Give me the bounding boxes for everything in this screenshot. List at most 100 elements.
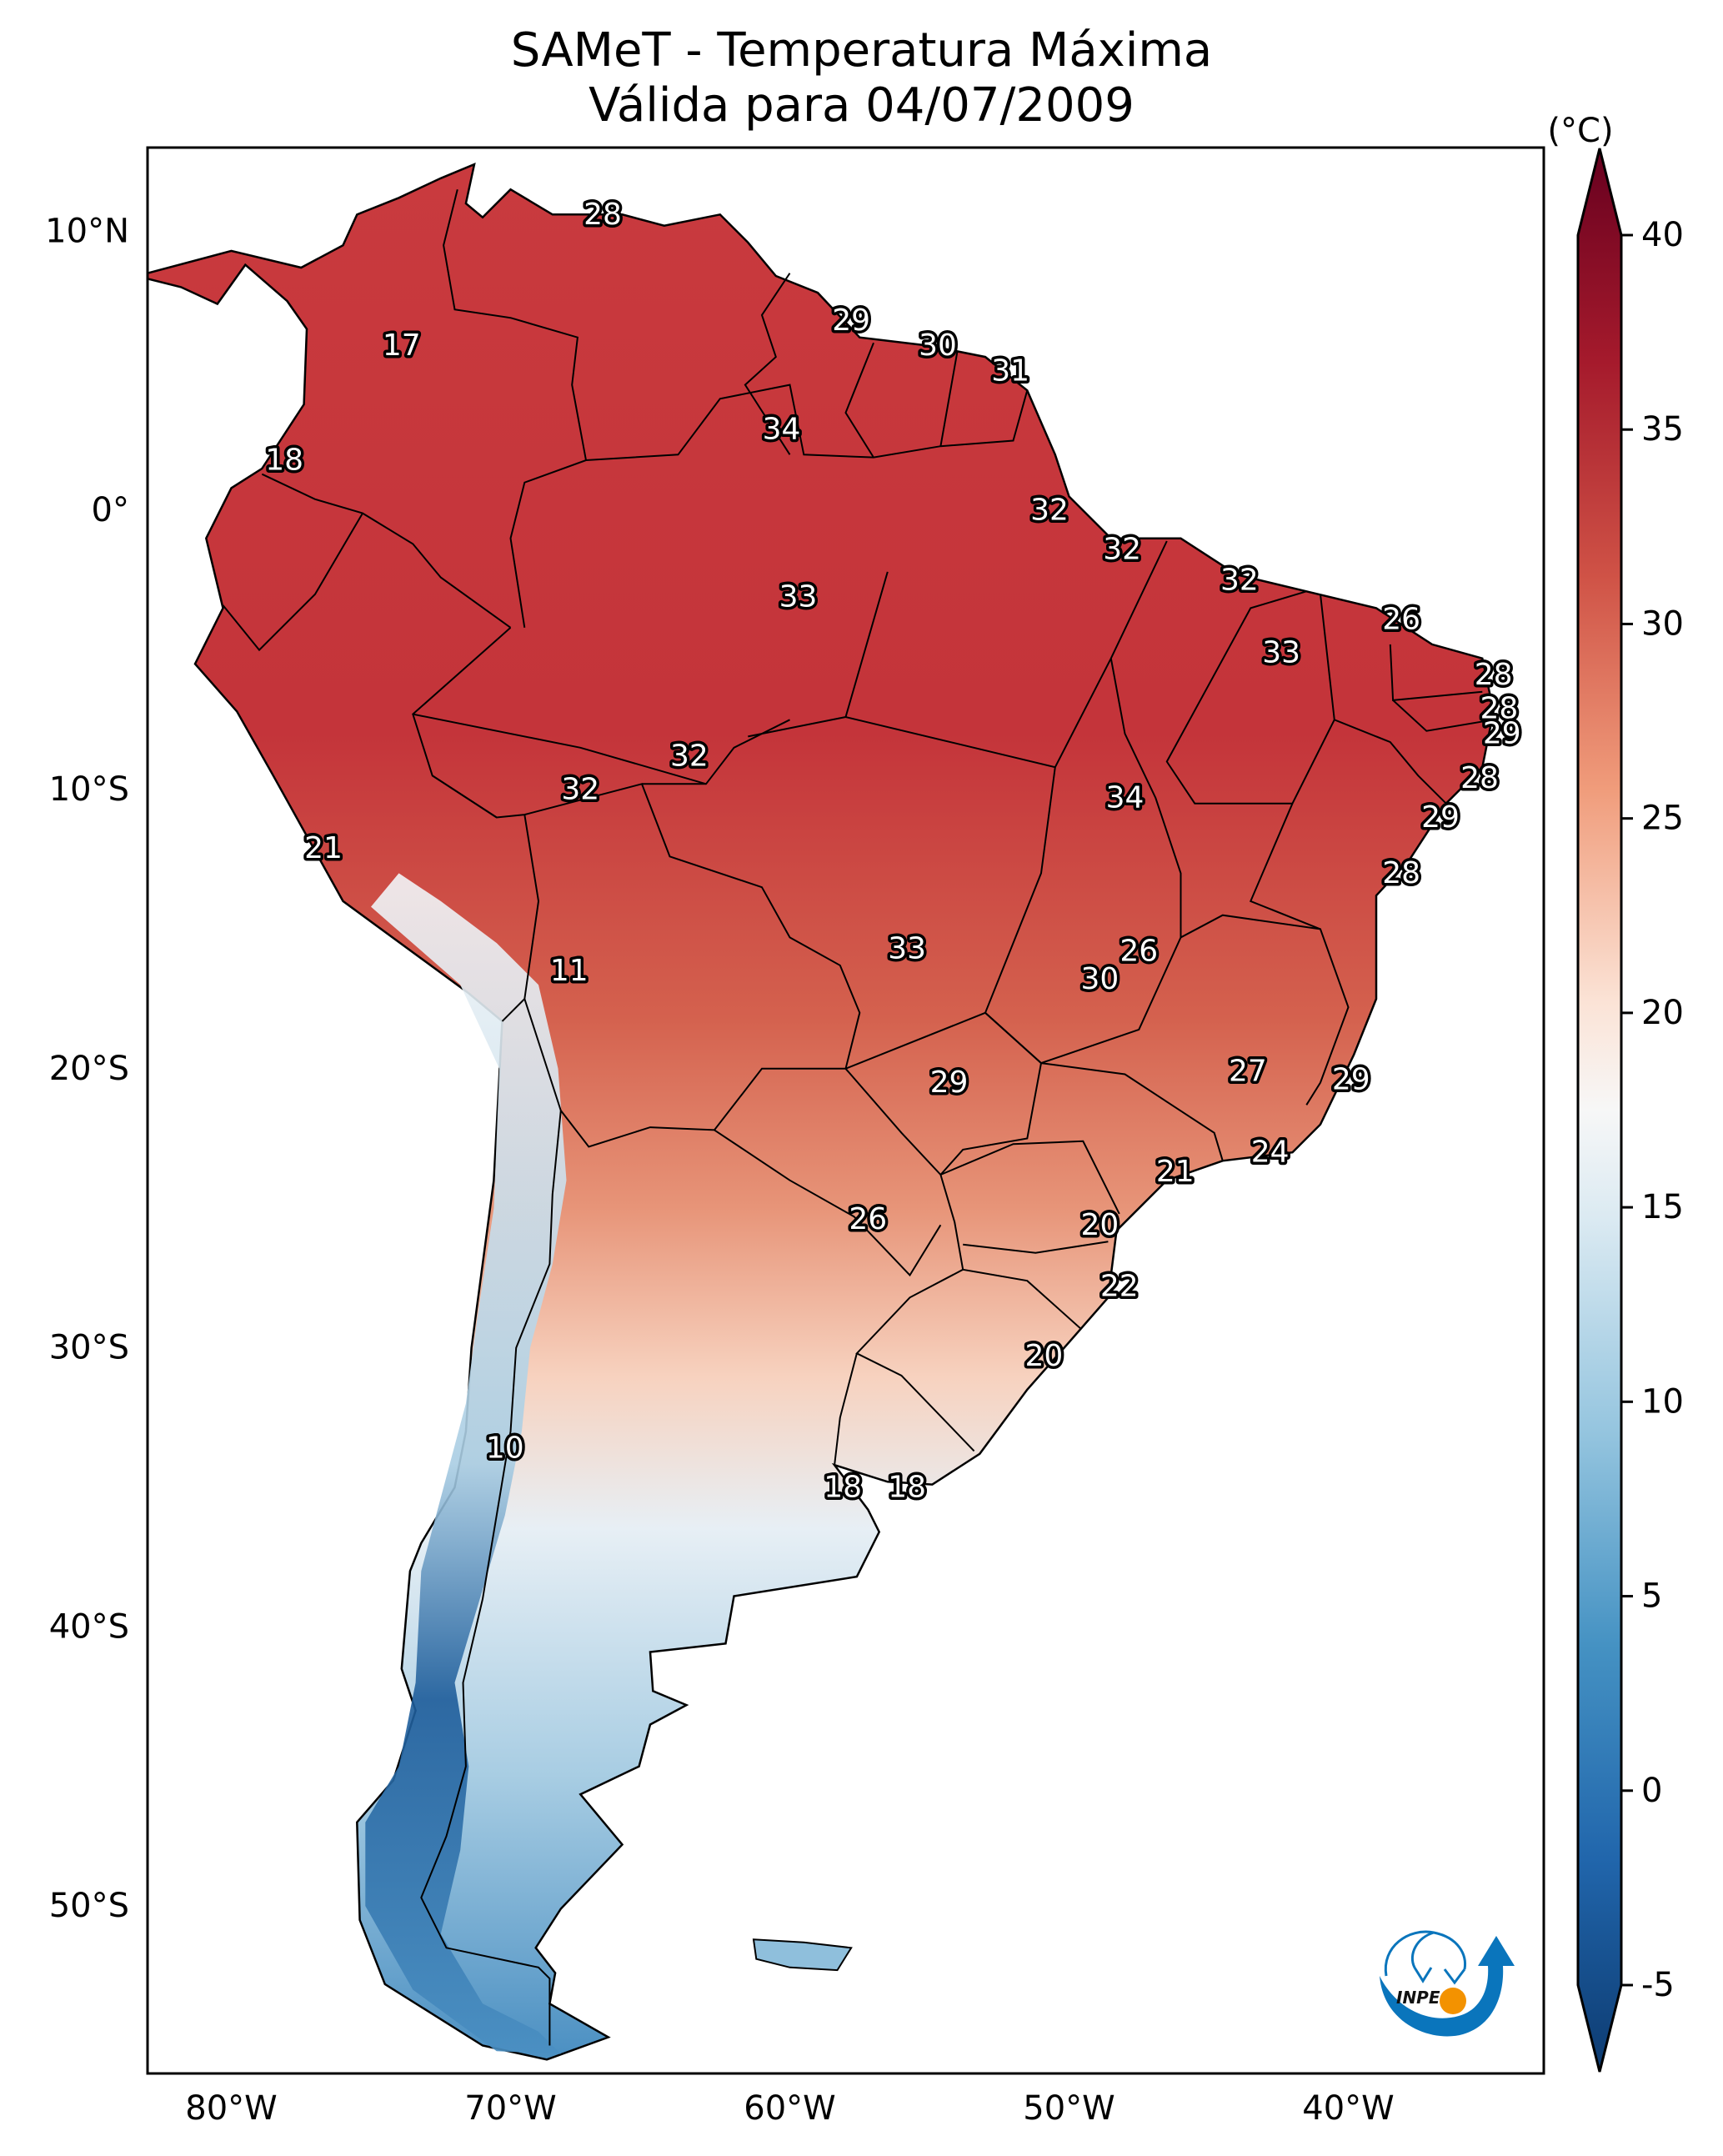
y-tick-label: 10°S: [49, 770, 129, 809]
continent-shape: [148, 163, 1495, 2061]
colorbar-tick-label: 35: [1641, 410, 1684, 449]
border-colombia-venezuela: [443, 188, 587, 461]
br-states-6: [845, 1011, 1043, 1176]
map-frame: [146, 146, 1545, 2075]
br-states-7: [1040, 1062, 1224, 1161]
colorbar-tick-label: 40: [1641, 216, 1684, 254]
colorbar-tick-label: 15: [1641, 1188, 1684, 1226]
temperature-label: 32: [1220, 563, 1259, 597]
br-states-5: [984, 658, 1182, 1065]
temperature-label: 28: [584, 198, 622, 232]
x-tick-label: 80°W: [185, 2089, 277, 2128]
temperature-label: 29: [1332, 1063, 1370, 1097]
inpe-logo: INPE: [1380, 1930, 1515, 2037]
br-states-15: [963, 1241, 1109, 1254]
temperature-label: 29: [1483, 717, 1521, 751]
falkland-islands: [752, 1938, 853, 1972]
andes-cold-band: [365, 873, 567, 2054]
temperature-label: 30: [1080, 962, 1119, 996]
br-states-2: [413, 713, 707, 785]
temperature-label: 24: [1251, 1136, 1290, 1170]
colorbar-ticks: 40 35 30 25 20 15 10 5 0 -5: [1621, 216, 1684, 2004]
temperature-label: 26: [1382, 602, 1420, 636]
logo-sun: [1440, 1988, 1466, 2014]
y-tick-label: 40°S: [49, 1607, 129, 1646]
x-tick-label: 50°W: [1023, 2089, 1114, 2128]
x-tick-label: 40°W: [1302, 2089, 1394, 2128]
temperature-label: 18: [824, 1471, 862, 1505]
border-guyana-suriname: [844, 342, 874, 459]
temperature-label: 32: [1103, 533, 1141, 567]
y-tick-label: 50°S: [49, 1887, 129, 1925]
temperature-label: 28: [1475, 658, 1513, 692]
temperature-label: 33: [779, 580, 818, 614]
temperature-label: 26: [849, 1202, 887, 1236]
x-tick-label: 70°W: [464, 2089, 556, 2128]
temperature-label: 34: [763, 413, 801, 447]
border-paraguay-argentina: [714, 1129, 942, 1277]
colorbar-tick-label: 0: [1641, 1772, 1662, 1810]
x-tick-label: 60°W: [744, 2089, 835, 2128]
logo-swoosh: [1380, 1936, 1515, 2037]
colorbar-tick-label: 5: [1641, 1577, 1662, 1616]
temperature-label: 28: [1460, 761, 1499, 795]
temperature-label: 32: [561, 773, 599, 807]
logo-loop-arrow: [1384, 1930, 1467, 1985]
y-tick-label: 20°S: [49, 1050, 129, 1088]
title-line-2: Válida para 04/07/2009: [589, 78, 1134, 133]
border-peru-bolivia-chile: [501, 814, 540, 1022]
temperature-label: 17: [383, 328, 421, 363]
temperature-label: 28: [1480, 691, 1518, 725]
temperature-label: 31: [991, 353, 1029, 388]
temperature-label: 20: [1024, 1339, 1063, 1373]
temperature-label: 27: [1229, 1055, 1267, 1089]
br-states-10: [1320, 594, 1447, 805]
temperature-label: 33: [1262, 636, 1300, 670]
country-borders: [222, 188, 1494, 2046]
br-states-16: [963, 1268, 1081, 1329]
colorbar-tick-label: 20: [1641, 994, 1684, 1032]
br-brazil-west-2: [432, 775, 498, 819]
br-states-11: [1249, 719, 1335, 930]
temperature-label: 11: [550, 954, 589, 988]
temperature-label: 29: [930, 1065, 969, 1100]
temperature-label: 32: [670, 739, 709, 773]
border-ecuador-peru: [222, 513, 363, 652]
colorbar-units-label: (°C): [1547, 112, 1613, 150]
br-states-13: [1392, 699, 1494, 732]
temperature-label: 28: [1382, 856, 1420, 890]
temperature-label: 21: [1156, 1155, 1195, 1189]
border-chile-argentina: [420, 1110, 562, 2046]
br-states-9: [1165, 590, 1307, 805]
colorbar-tick-label: -5: [1641, 1966, 1675, 2004]
colorbar-tick-label: 25: [1641, 800, 1684, 838]
colorbar-tick-label: 10: [1641, 1382, 1684, 1421]
y-axis-ticks: 10°N 0° 10°S 20°S 30°S 40°S 50°S: [45, 212, 129, 1925]
y-tick-label: 0°: [92, 491, 129, 529]
border-brazil-peru-bolivia: [412, 627, 975, 1452]
y-tick-label: 10°N: [45, 212, 129, 250]
temperature-label: 26: [1119, 935, 1158, 969]
temperature-label: 30: [919, 328, 957, 363]
temperature-label: 29: [832, 303, 870, 338]
br-states-4: [845, 540, 1168, 769]
temperature-label: 29: [1421, 800, 1460, 835]
border-colombia-ecuador-peru: [261, 473, 512, 629]
logo-text: INPE: [1396, 1988, 1440, 2008]
colorbar: 40 35 30 25 20 15 10 5 0 -5 (°C): [1547, 112, 1684, 2073]
temperature-label: 21: [304, 831, 343, 865]
chart-title: SAMeT - Temperatura Máxima Válida para 0…: [0, 23, 1723, 133]
y-tick-label: 30°S: [49, 1329, 129, 1367]
border-venezuela-guyana: [744, 273, 791, 455]
temperature-label: 18: [265, 444, 303, 478]
temperature-label: 33: [888, 931, 926, 965]
colorbar-body: [1576, 148, 1623, 2073]
temperature-label: 22: [1100, 1269, 1139, 1303]
border-brazil-north: [509, 384, 1029, 628]
temperature-label: 20: [1080, 1208, 1119, 1242]
x-axis-ticks: 80°W 70°W 60°W 50°W 40°W: [185, 2089, 1394, 2128]
title-line-1: SAMeT - Temperatura Máxima: [510, 23, 1213, 78]
